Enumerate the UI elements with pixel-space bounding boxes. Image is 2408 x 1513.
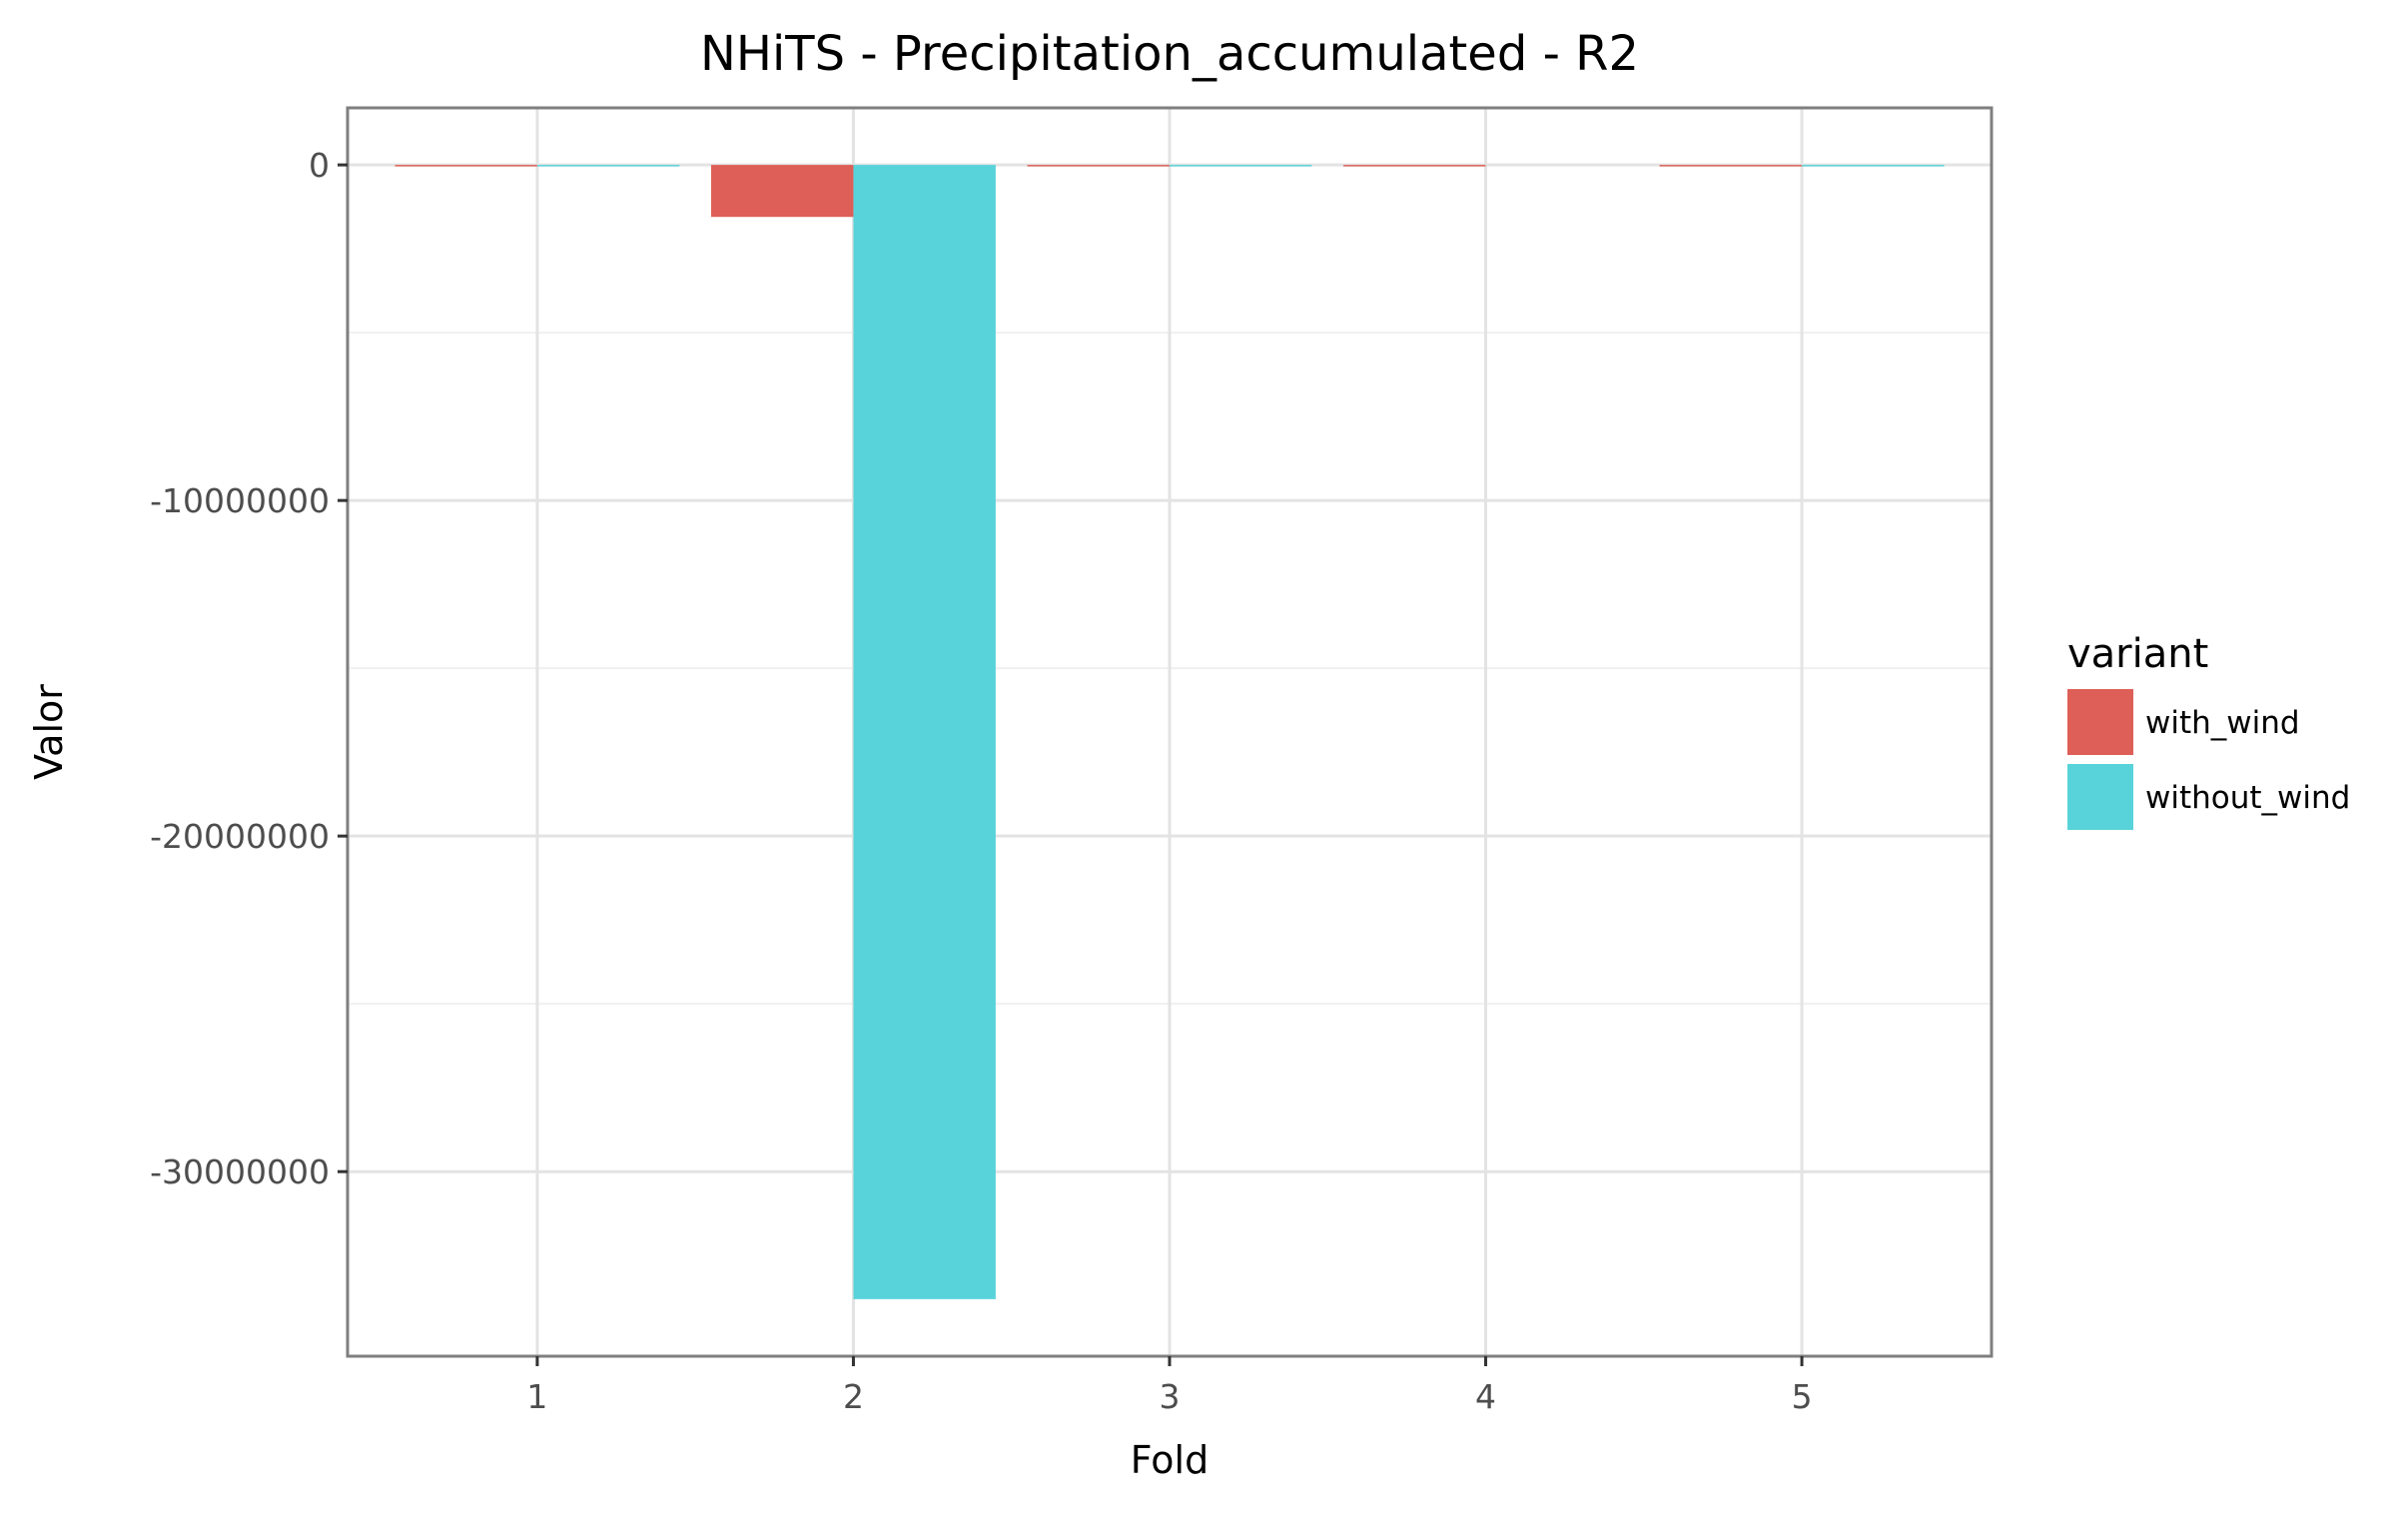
bar-without-wind-fold-1 (536, 165, 680, 167)
x-tick-label: 4 (1475, 1377, 1496, 1416)
y-tick-label: 0 (309, 146, 330, 185)
legend-items: with_wind without_wind (2067, 689, 2350, 830)
bar-with-wind-fold-4 (1343, 165, 1486, 167)
chart-title: NHiTS - Precipitation_accumulated - R2 (700, 26, 1639, 82)
bar-with-wind-fold-1 (395, 165, 537, 167)
y-tick-label: -20000000 (150, 817, 330, 856)
y-tick-label: -10000000 (150, 481, 330, 520)
x-tick-label: 5 (1792, 1377, 1813, 1416)
bar-with-wind-fold-5 (1659, 165, 1803, 167)
x-axis-title: Fold (1131, 1438, 1208, 1482)
x-tick-label: 3 (1160, 1377, 1181, 1416)
bar-without-wind-fold-2 (853, 165, 996, 1299)
y-axis-ticks: 0 -10000000 -20000000 -30000000 (150, 146, 348, 1191)
y-tick-label: -30000000 (150, 1152, 330, 1191)
legend-label-with-wind: with_wind (2145, 705, 2300, 741)
legend-key-without-wind (2067, 764, 2133, 830)
bar-without-wind-fold-3 (1170, 165, 1312, 167)
x-axis-ticks: 1 2 3 4 5 (526, 1356, 1813, 1416)
bar-layer (395, 165, 1945, 1299)
legend: variant with_wind without_wind (2067, 631, 2350, 830)
bar-without-wind-fold-5 (1802, 165, 1945, 167)
bar-with-wind-fold-3 (1027, 165, 1170, 167)
x-tick-label: 1 (526, 1377, 547, 1416)
legend-key-with-wind (2067, 689, 2133, 755)
bar-with-wind-fold-2 (711, 165, 854, 218)
legend-title: variant (2067, 631, 2208, 677)
legend-label-without-wind: without_wind (2145, 780, 2350, 816)
y-axis-title: Valor (27, 684, 71, 780)
x-tick-label: 2 (843, 1377, 864, 1416)
